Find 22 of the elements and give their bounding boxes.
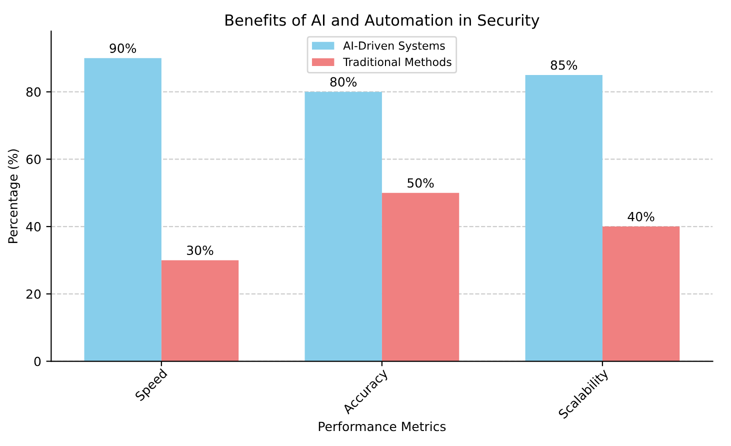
y-tick-label: 0 [34,356,41,366]
y-tick-label: 20 [26,289,41,299]
x-axis-title: Performance Metrics [318,422,446,432]
legend-label: Traditional Methods [343,58,452,66]
y-axis-title: Percentage (%) [8,149,20,243]
bar [382,192,460,362]
data-label: 85% [550,60,578,70]
bar [161,260,239,362]
bar [304,92,382,362]
data-label: 50% [408,178,434,188]
data-label: 90% [110,44,136,53]
data-label: 80% [330,77,357,87]
legend-label: AI-Driven Systems [343,41,445,52]
bar [602,226,680,362]
bar [525,75,602,362]
data-label: 40% [628,212,654,222]
bar [84,58,162,362]
y-tick-label: 80 [26,87,41,97]
data-label: 30% [187,246,214,256]
y-tick-label: 60 [26,154,41,164]
y-tick-label: 40 [26,222,41,232]
chart-title: Benefits of AI and Automation in Security [226,14,540,29]
